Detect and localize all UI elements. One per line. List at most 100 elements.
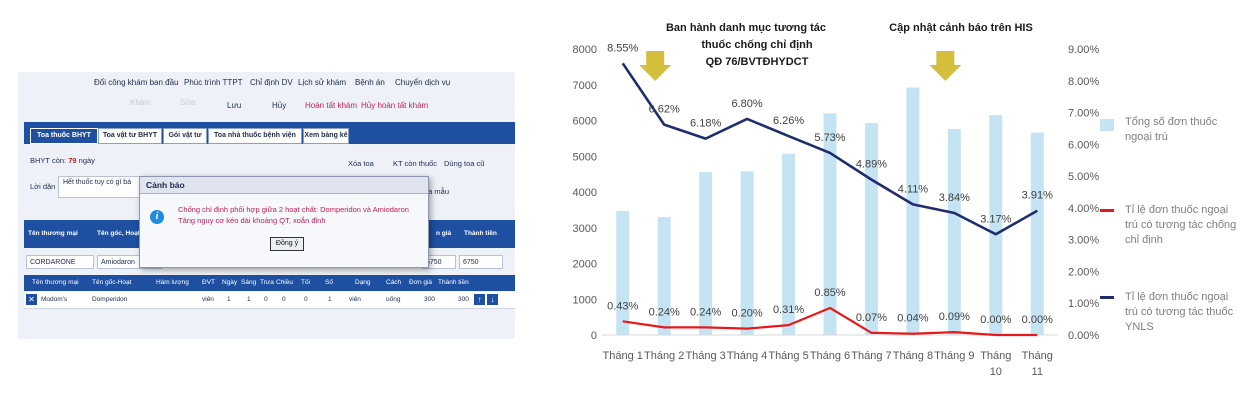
- cell-qty: 1: [328, 296, 332, 303]
- his-screenshot: Đổi công khám ban đầu Phúc trình TTPT Ch…: [18, 72, 515, 339]
- annotation-arrows: [639, 51, 962, 81]
- y-left-tick-label: 0: [591, 330, 597, 342]
- trade-name-input[interactable]: CORDARONE: [26, 255, 94, 269]
- annotation-decision-line-1: Ban hành danh mục tương tác: [665, 22, 826, 34]
- bhyt-remaining-unit: ngày: [78, 156, 95, 165]
- combo-chart: 0 1000 2000 3000 4000 5000 6000 7000 8000 0.00% 1…: [573, 42, 1100, 378]
- save-button[interactable]: Lưu: [227, 101, 242, 110]
- legend-label-total: Tổng số đơn thuốc ngoại trú: [1125, 116, 1218, 143]
- y-left-tick-label: 1000: [573, 294, 597, 306]
- grid-col-unit-price: Đơn giá: [409, 279, 433, 286]
- info-icon: i: [150, 210, 164, 224]
- reuse-prescription-button[interactable]: Dùng toa cũ: [444, 159, 485, 168]
- bar-11: [1030, 132, 1044, 335]
- cell-unit: viên: [202, 296, 214, 303]
- y-right-tick-label: 3.00%: [1068, 235, 1099, 247]
- cell-trade-name: Modom's: [41, 296, 68, 303]
- cell-generic: Domperidon: [92, 296, 128, 303]
- y-left-tick-label: 7000: [573, 80, 597, 92]
- tab-supply-pack[interactable]: Gói vật tư: [163, 128, 207, 144]
- x-tick-label: Tháng 3: [685, 350, 725, 362]
- tab-view-statement[interactable]: Xem bảng kê: [303, 128, 349, 144]
- move-down-icon[interactable]: ↓: [487, 294, 498, 305]
- grid-col-form: Dạng: [355, 279, 371, 286]
- bar-6: [823, 113, 837, 335]
- annotation-his-update: Cập nhật cảnh báo trên HIS: [876, 20, 1046, 37]
- x-tick-label: Tháng 11: [1022, 350, 1053, 378]
- undo-finish-exam-button[interactable]: Hủy hoàn tất khám: [361, 101, 429, 110]
- col-generic-name: Tên gốc, Hoạt: [97, 230, 140, 237]
- menu-item-surgery-report[interactable]: Phúc trình TTPT: [184, 78, 243, 87]
- arrow-his-update-icon: [929, 51, 962, 81]
- cell-days: 1: [227, 296, 231, 303]
- legend-label-contraindication: Tỉ lệ đơn thuốc ngoại trú có tương tác c…: [1125, 204, 1237, 246]
- cell-afternoon: 0: [282, 296, 286, 303]
- col-trade-name: Tên thương mại: [28, 230, 78, 237]
- remove-row-icon[interactable]: ✕: [26, 294, 37, 305]
- menu-item-order-service[interactable]: Chỉ định DV: [250, 78, 293, 87]
- edit-button[interactable]: Sửa: [180, 98, 196, 107]
- cell-morning: 1: [247, 296, 251, 303]
- tab-bhyt-supplies[interactable]: Toa vật tư BHYT: [98, 128, 162, 144]
- drug-grid-row[interactable]: ✕ Modom's Domperidon viên 1 1 0 0 0 1 vi…: [24, 292, 515, 309]
- delete-prescription-button[interactable]: Xóa toa: [348, 159, 374, 168]
- annotation-his-update-line-1: Cập nhật cảnh báo trên HIS: [889, 22, 1033, 34]
- cell-route: uống: [386, 296, 401, 303]
- data-label: 3.84%: [939, 192, 970, 204]
- bar-4: [740, 171, 754, 335]
- data-labels: 8.55% 6.62% 6.18% 6.80% 6.26% 5.73% 4.89% 4.11%…: [607, 42, 1053, 326]
- data-label: 3.91%: [1022, 190, 1053, 202]
- tab-hospital-pharmacy[interactable]: Toa nhà thuốc bệnh viện: [208, 128, 302, 144]
- grid-col-qty: Số: [325, 279, 333, 286]
- grid-col-line-total: Thành tiền: [438, 279, 469, 286]
- y-left-tick-label: 6000: [573, 116, 597, 128]
- menu-item-medical-record[interactable]: Bệnh án: [355, 78, 385, 87]
- check-stock-button[interactable]: KT còn thuốc: [393, 159, 438, 168]
- finish-exam-button[interactable]: Hoàn tất khám: [305, 101, 358, 110]
- menu-item-visit-history[interactable]: Lịch sử khám: [298, 78, 347, 87]
- grid-col-unit: ĐVT: [202, 279, 215, 286]
- bhyt-remaining: BHYT còn: 79 ngày: [30, 156, 95, 165]
- bar-2: [657, 217, 671, 335]
- total-input[interactable]: 6750: [459, 255, 503, 269]
- grid-col-trade-name: Tên thương mại: [32, 279, 79, 286]
- x-tick-label: Tháng 7: [851, 350, 891, 362]
- data-label: 0.00%: [980, 314, 1011, 326]
- dialog-ok-button[interactable]: Đồng ý: [270, 237, 304, 251]
- menu-item-first-visit[interactable]: Đổi công khám ban đầu: [94, 78, 179, 87]
- template-prescription-button[interactable]: oa mẫu: [424, 187, 450, 196]
- y-right-tick-label: 5.00%: [1068, 171, 1099, 183]
- examine-button[interactable]: Khám: [130, 98, 151, 107]
- x-tick-label: Tháng 5: [768, 350, 808, 362]
- data-label: 0.07%: [856, 312, 887, 324]
- x-tick-label: Tháng 6: [810, 350, 850, 362]
- data-label: 4.89%: [856, 159, 887, 171]
- line-series-group: [621, 62, 1038, 337]
- cell-noon: 0: [264, 296, 268, 303]
- line-contraindication: [622, 306, 1038, 337]
- menu-item-transfer-service[interactable]: Chuyển dịch vụ: [395, 78, 451, 87]
- y-right-tick-label: 8.00%: [1068, 76, 1099, 88]
- legend-swatch-contraindication: [1100, 209, 1114, 212]
- x-tick-label: Tháng 10: [980, 350, 1011, 378]
- move-up-icon[interactable]: ↑: [474, 294, 485, 305]
- data-label: 0.20%: [731, 308, 762, 320]
- grid-col-noon: Trưa: [260, 279, 274, 286]
- cell-evening: 0: [304, 296, 308, 303]
- data-label: 6.62%: [649, 104, 680, 116]
- col-total: Thành tiền: [464, 230, 497, 237]
- grid-col-morning: Sáng: [241, 279, 257, 286]
- data-label: 5.73%: [814, 132, 845, 144]
- data-label: 8.55%: [607, 42, 638, 54]
- tab-bhyt-prescription[interactable]: Toa thuốc BHYT: [30, 128, 98, 144]
- x-tick-label: Tháng 9: [934, 350, 974, 362]
- bar-10: [989, 115, 1003, 335]
- col-price: n giá: [436, 230, 452, 237]
- data-label: 0.24%: [649, 306, 680, 318]
- cancel-button[interactable]: Hủy: [272, 101, 287, 110]
- x-tick-label: Tháng 8: [893, 350, 933, 362]
- annotation-decision-line-3: QĐ 76/BVTĐHYDCT: [705, 56, 809, 68]
- warning-message-line-1: Chống chỉ định phối hợp giữa 2 hoạt chất…: [178, 205, 409, 214]
- y-right-tick-label: 6.00%: [1068, 139, 1099, 151]
- x-tick-label: Tháng 2: [644, 350, 684, 362]
